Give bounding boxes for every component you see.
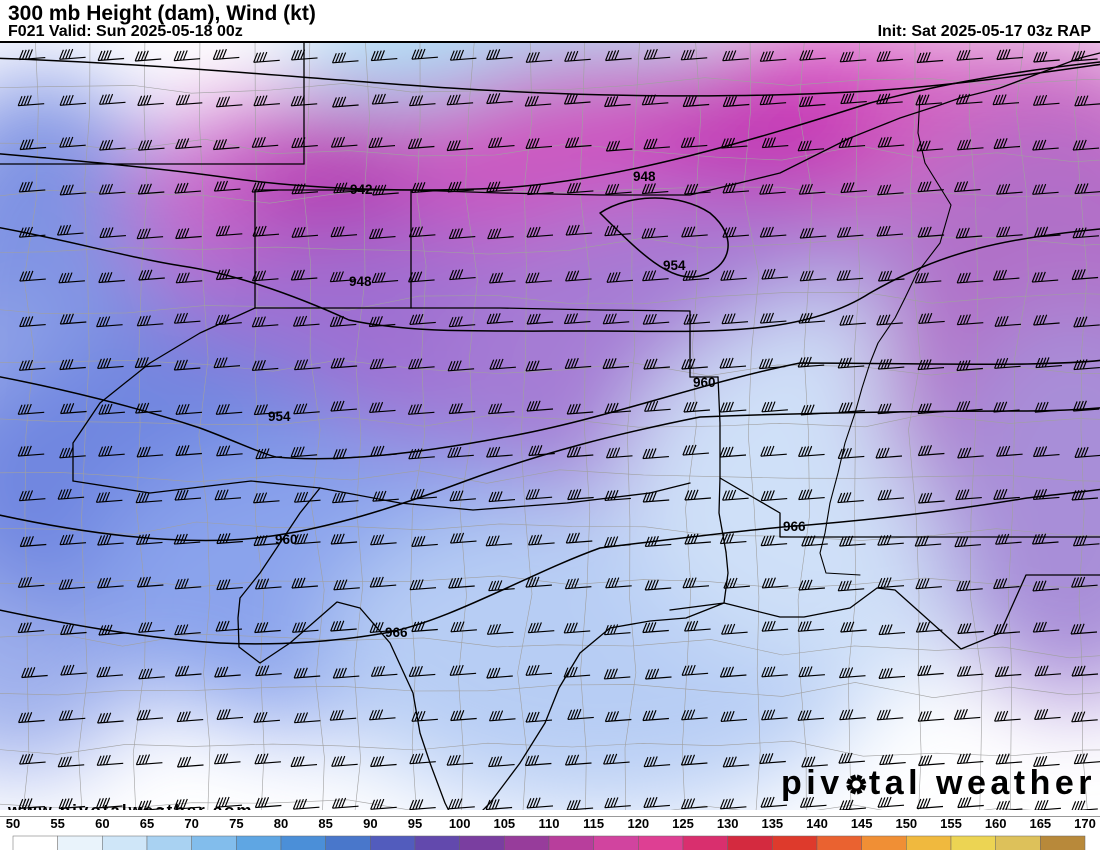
svg-text:85: 85 [318, 817, 332, 831]
svg-text:tal weather: tal weather [869, 764, 1096, 802]
svg-text:960: 960 [693, 375, 716, 390]
svg-text:95: 95 [408, 817, 422, 831]
svg-text:966: 966 [385, 625, 408, 640]
svg-text:170: 170 [1074, 817, 1096, 831]
svg-text:966: 966 [783, 519, 806, 534]
svg-text:954: 954 [268, 409, 291, 424]
svg-text:120: 120 [627, 817, 649, 831]
svg-text:954: 954 [663, 258, 686, 273]
svg-text:70: 70 [184, 817, 198, 831]
svg-text:80: 80 [274, 817, 288, 831]
svg-text:110: 110 [539, 817, 560, 831]
svg-text:90: 90 [363, 817, 377, 831]
svg-text:145: 145 [851, 817, 873, 831]
svg-text:55: 55 [50, 817, 64, 831]
svg-text:165: 165 [1029, 817, 1051, 831]
svg-text:75: 75 [229, 817, 243, 831]
svg-text:piv: piv [781, 764, 844, 802]
svg-text:105: 105 [493, 817, 515, 831]
svg-text:160: 160 [985, 817, 1007, 831]
svg-text:60: 60 [95, 817, 109, 831]
svg-text:140: 140 [806, 817, 828, 831]
svg-text:115: 115 [583, 817, 604, 831]
svg-text:50: 50 [6, 817, 20, 831]
svg-text:100: 100 [449, 817, 471, 831]
svg-text:125: 125 [672, 817, 694, 831]
svg-text:948: 948 [349, 274, 372, 289]
svg-text:150: 150 [895, 817, 917, 831]
svg-text:948: 948 [633, 169, 656, 184]
svg-text:65: 65 [140, 817, 154, 831]
svg-text:130: 130 [717, 817, 739, 831]
svg-text:960: 960 [275, 532, 298, 547]
svg-text:155: 155 [940, 817, 962, 831]
svg-text:135: 135 [761, 817, 783, 831]
svg-text:www.pivotalweather.com: www.pivotalweather.com [7, 801, 254, 810]
svg-text:942: 942 [350, 182, 373, 197]
